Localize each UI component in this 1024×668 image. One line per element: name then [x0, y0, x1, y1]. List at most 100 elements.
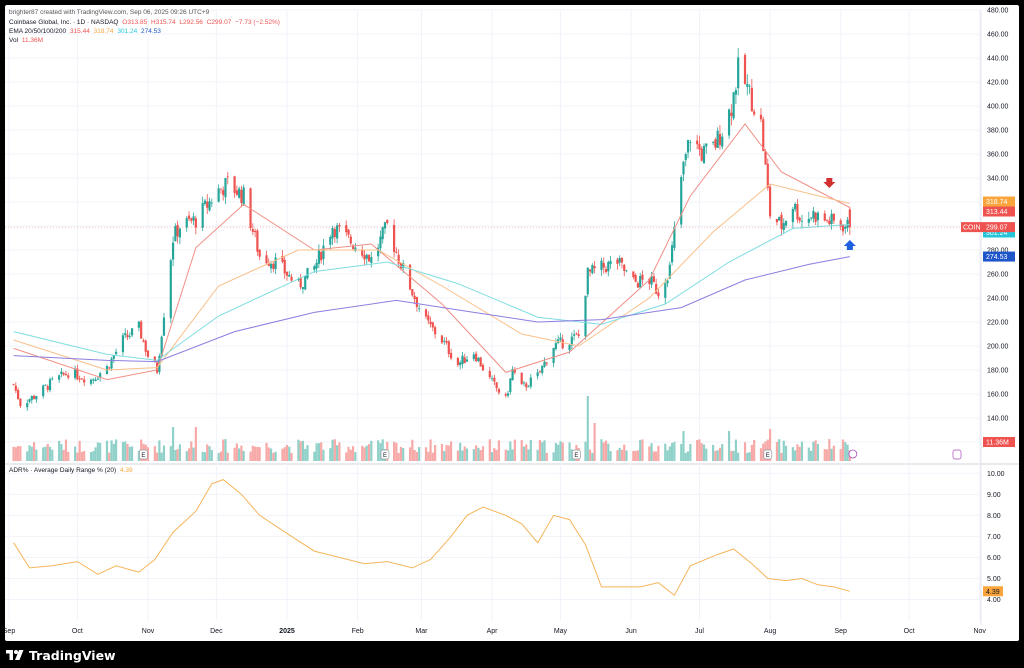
symbol-tag — [961, 222, 983, 233]
candle-body — [383, 222, 387, 229]
candle-body — [495, 382, 498, 389]
sell-arrow-icon — [823, 178, 836, 188]
candle-body — [543, 361, 546, 367]
volume-bar — [506, 450, 510, 461]
candle-body — [124, 333, 127, 336]
volume-bar — [522, 446, 526, 461]
candle-body — [317, 250, 321, 264]
volume-bar — [128, 446, 131, 461]
candle-body — [19, 398, 22, 407]
candle-body — [224, 178, 227, 198]
ema200-price-label-tag — [983, 251, 1015, 262]
legend-ema-label[interactable]: EMA 20/50/100/200 — [9, 28, 67, 35]
candle-body — [525, 383, 528, 388]
legend-adr-row: ADR% · Average Daily Range % (20) 4.39 — [9, 467, 135, 474]
candle-body — [716, 130, 719, 148]
candle-body — [559, 337, 562, 340]
candle-body — [58, 375, 61, 380]
candle-body — [488, 370, 491, 378]
candle-body — [114, 351, 118, 355]
volume-bar — [224, 439, 227, 461]
volume-bar — [272, 452, 275, 461]
volume-bar — [48, 446, 52, 461]
volume-bar — [392, 441, 396, 461]
candle-body — [513, 370, 516, 373]
volume-bar — [472, 449, 475, 461]
candle-body — [238, 188, 241, 198]
candle-body — [768, 186, 772, 217]
ema100-price-label-tag — [983, 227, 1015, 238]
ema100-line — [13, 224, 850, 361]
volume-bar — [780, 452, 783, 461]
candle-body — [705, 143, 708, 147]
volume-bar — [759, 448, 763, 461]
volume-bar — [377, 440, 380, 461]
time-tick-label: Apr — [487, 628, 499, 635]
time-tick-label: Sep — [5, 628, 15, 635]
volume-bar — [78, 440, 81, 461]
earnings-badge — [572, 449, 581, 460]
candle-body — [841, 224, 845, 232]
candle-body — [274, 257, 277, 270]
volume-bar — [584, 441, 587, 461]
candle-body — [586, 267, 589, 295]
earnings-badge — [763, 449, 773, 460]
volume-bar — [105, 440, 109, 461]
footer-brand[interactable]: TradingView — [6, 645, 116, 665]
legend-vol-row: Vol 11.36M — [9, 37, 45, 44]
volume-bar — [274, 451, 277, 461]
candle-body — [686, 139, 690, 153]
volume-bar — [42, 447, 45, 461]
earnings-badge-icon: E — [766, 453, 770, 459]
volume-bar — [162, 445, 166, 461]
volume-bar — [329, 448, 332, 461]
candle-body — [593, 266, 596, 269]
candle-body — [730, 112, 733, 117]
candle-body — [333, 229, 336, 237]
volume-bar — [317, 443, 321, 461]
candle-body — [721, 136, 724, 147]
ema200-price-label: 274.53 — [986, 254, 1008, 261]
candle-body — [418, 308, 421, 309]
candle-body — [83, 379, 86, 383]
candle-body — [415, 297, 418, 308]
legend-adr-label[interactable]: ADR% · Average Daily Range % (20) — [9, 467, 117, 474]
volume-bar — [543, 440, 546, 461]
volume-bar — [616, 450, 619, 461]
volume-bar — [465, 448, 469, 461]
volume-bar — [361, 445, 364, 461]
candle-body — [429, 321, 432, 325]
volume-bar — [322, 449, 325, 461]
candle-body — [92, 379, 95, 381]
volume-bar — [586, 396, 589, 461]
volume-bar — [110, 440, 113, 461]
candle-body — [351, 245, 355, 249]
candle-body — [26, 403, 29, 408]
legend-instrument[interactable]: Coinbase Global, Inc. · 1D · NASDAQ — [9, 19, 119, 26]
volume-bar — [475, 445, 478, 461]
volume-label-tag — [983, 437, 1015, 447]
candle-body — [684, 154, 687, 161]
price-tick-label: 240.00 — [987, 296, 1009, 303]
buy-arrow-icon — [843, 240, 856, 250]
volume-bar — [634, 450, 637, 461]
price-chart[interactable]: 120.00140.00160.00180.00200.00220.00240.… — [5, 5, 1019, 641]
candle-body — [620, 257, 624, 263]
candle-body — [780, 214, 783, 230]
volume-bar — [812, 441, 815, 461]
volume-bar — [782, 440, 785, 461]
candle-body — [112, 355, 115, 359]
volume-bar — [443, 451, 446, 461]
legend-vol-label[interactable]: Vol — [9, 37, 19, 44]
volume-bar — [146, 447, 150, 461]
earnings-badge — [139, 449, 148, 460]
volume-bar — [60, 444, 63, 461]
candle-body — [110, 358, 113, 369]
volume-bar — [306, 445, 309, 461]
candle-body — [203, 200, 207, 204]
candle-body — [142, 340, 145, 342]
candle-body — [848, 209, 851, 228]
candle-body — [509, 378, 512, 393]
adr-tick-label: 6.00 — [987, 555, 1001, 562]
candle-body — [32, 395, 36, 399]
